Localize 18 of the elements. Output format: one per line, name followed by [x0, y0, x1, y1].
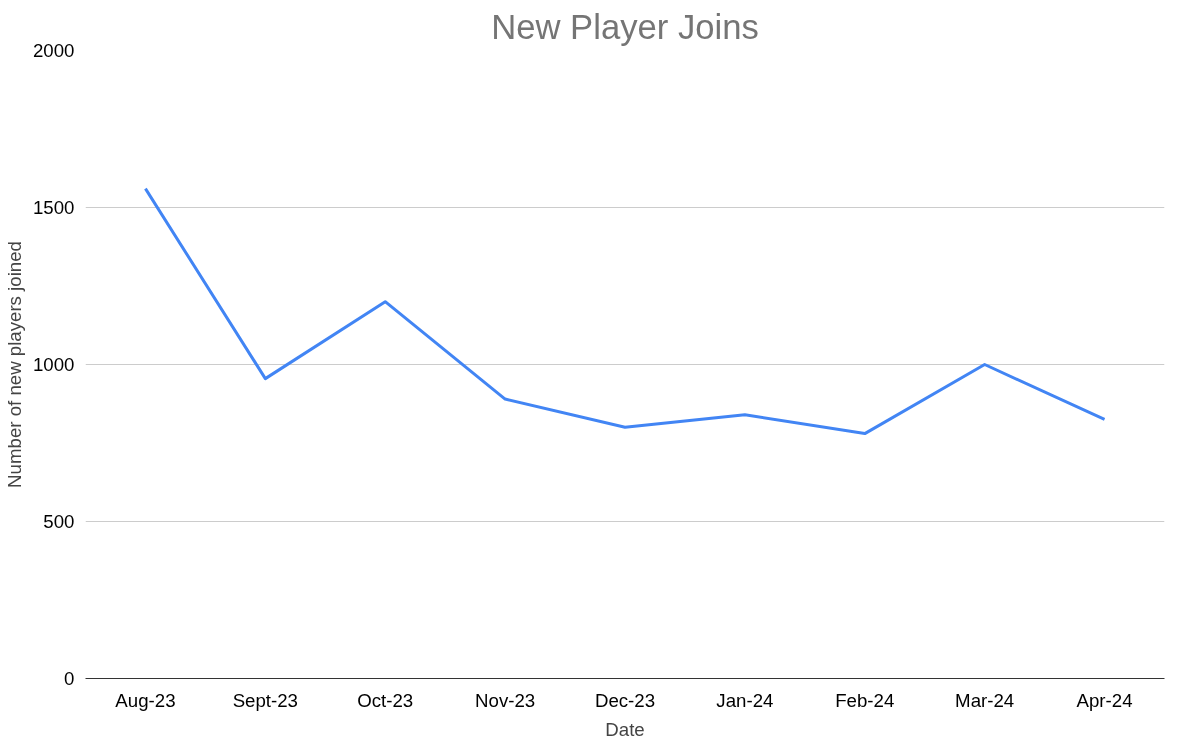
- x-tick-label: Feb-24: [835, 689, 895, 711]
- y-tick-label: 0: [64, 668, 75, 689]
- chart-title: New Player Joins: [491, 7, 759, 46]
- x-tick-label: Dec-23: [594, 689, 656, 711]
- y-tick-label: 1500: [33, 197, 75, 218]
- x-axis-title: Date: [605, 718, 645, 740]
- y-tick-label: 2000: [33, 40, 75, 61]
- x-tick-label: Mar-24: [955, 689, 1015, 711]
- x-tick-label: Sept-23: [232, 689, 299, 711]
- y-tick-label: 1000: [33, 354, 75, 375]
- y-axis-title: Number of new players joined: [4, 241, 25, 488]
- x-tick-label: Nov-23: [475, 689, 536, 711]
- y-tick-label: 500: [43, 511, 75, 532]
- x-tick-label: Jan-24: [716, 689, 774, 711]
- x-tick-label: Aug-23: [115, 689, 176, 711]
- line-series: [143, 187, 1107, 436]
- x-tick-label: Oct-23: [357, 689, 414, 711]
- x-tick-label: Apr-24: [1076, 689, 1133, 711]
